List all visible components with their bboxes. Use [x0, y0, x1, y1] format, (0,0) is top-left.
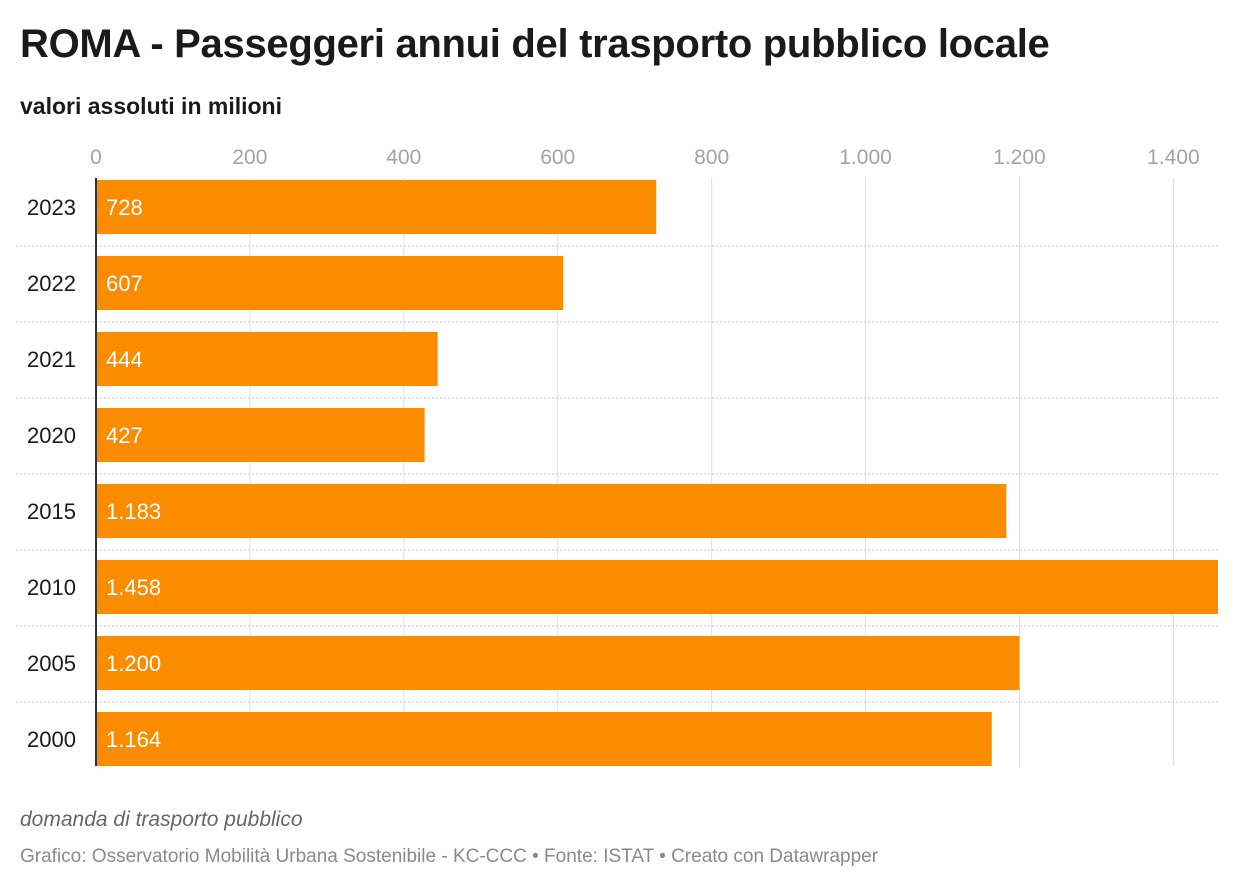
- chart-notes: domanda di trasporto pubblico: [20, 808, 303, 831]
- x-axis-ticks: 0 200 400 600 800 1.000 1.200 1.400: [90, 146, 1199, 169]
- bar-2015: [96, 484, 1007, 538]
- bar-value-label: 607: [106, 271, 143, 296]
- category-label: 2020: [27, 423, 76, 448]
- category-label: 2000: [27, 727, 76, 752]
- bar-chart: 0 200 400 600 800 1.000 1.200 1.400 728 2023 607 2…: [16, 146, 1218, 766]
- bar-2010: [96, 560, 1218, 614]
- bar-value-label: 1.458: [106, 575, 161, 600]
- bar-value-label: 444: [106, 347, 143, 372]
- bars: 728 2023 607 2022 444 2021 427 2020 1.183 2015 1.4…: [27, 180, 1218, 766]
- bar-value-label: 1.164: [106, 727, 161, 752]
- x-tick-label: 0: [90, 146, 102, 169]
- x-tick-label: 600: [540, 146, 575, 169]
- x-tick-label: 1.000: [839, 146, 892, 169]
- chart-subtitle: valori assoluti in milioni: [20, 93, 282, 119]
- x-tick-label: 200: [232, 146, 267, 169]
- category-label: 2021: [27, 347, 76, 372]
- bar-2022: [96, 256, 564, 310]
- bar-value-label: 728: [106, 195, 143, 220]
- bar-value-label: 427: [106, 423, 143, 448]
- category-label: 2015: [27, 499, 76, 524]
- category-label: 2022: [27, 271, 76, 296]
- bar-2005: [96, 636, 1020, 690]
- category-label: 2005: [27, 651, 76, 676]
- bar-value-label: 1.200: [106, 651, 161, 676]
- x-tick-label: 1.200: [993, 146, 1046, 169]
- bar-value-label: 1.183: [106, 499, 161, 524]
- category-label: 2010: [27, 575, 76, 600]
- bar-2000: [96, 712, 992, 766]
- x-tick-label: 800: [694, 146, 729, 169]
- bar-2023: [96, 180, 657, 234]
- bar-2021: [96, 332, 438, 386]
- bar-2020: [96, 408, 425, 462]
- chart-title: ROMA - Passeggeri annui del trasporto pu…: [20, 22, 1050, 66]
- x-tick-label: 1.400: [1147, 146, 1200, 169]
- row-separators: [16, 245, 1218, 703]
- category-label: 2023: [27, 195, 76, 220]
- chart-source: Grafico: Osservatorio Mobilità Urbana So…: [20, 846, 879, 867]
- x-tick-label: 400: [386, 146, 421, 169]
